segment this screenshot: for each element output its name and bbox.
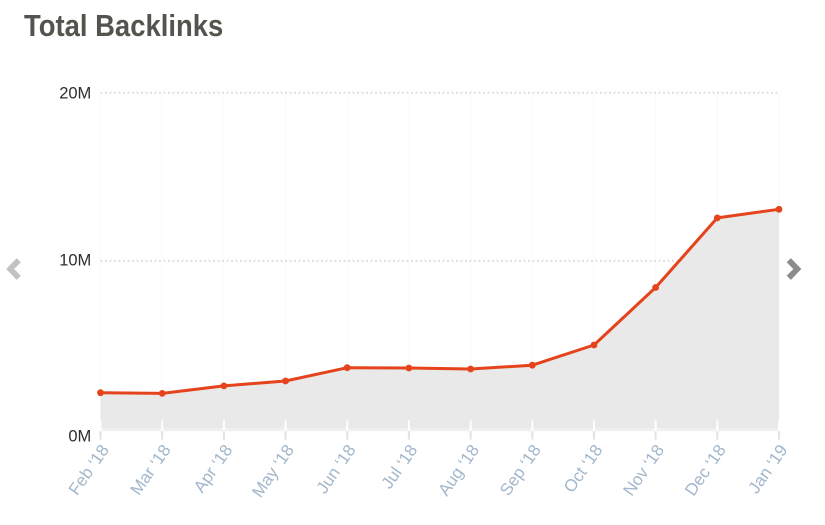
svg-text:Dec ‘18: Dec ‘18	[681, 441, 730, 499]
svg-text:Jan ‘19: Jan ‘19	[744, 441, 791, 497]
svg-text:Apr ‘18: Apr ‘18	[190, 441, 236, 496]
svg-text:Oct ‘18: Oct ‘18	[560, 441, 606, 496]
svg-text:10M: 10M	[59, 251, 91, 269]
svg-text:Nov ‘18: Nov ‘18	[619, 441, 668, 499]
svg-text:0M: 0M	[68, 428, 91, 446]
svg-text:Aug ‘18: Aug ‘18	[434, 441, 483, 499]
svg-text:Jun ‘18: Jun ‘18	[313, 441, 360, 497]
svg-text:20M: 20M	[59, 85, 91, 103]
svg-text:May ‘18: May ‘18	[248, 441, 298, 501]
svg-text:Sep ‘18: Sep ‘18	[496, 441, 545, 499]
svg-text:Feb ‘18: Feb ‘18	[65, 441, 113, 498]
svg-text:Jul ‘18: Jul ‘18	[378, 441, 422, 492]
svg-text:Mar ‘18: Mar ‘18	[127, 441, 175, 498]
